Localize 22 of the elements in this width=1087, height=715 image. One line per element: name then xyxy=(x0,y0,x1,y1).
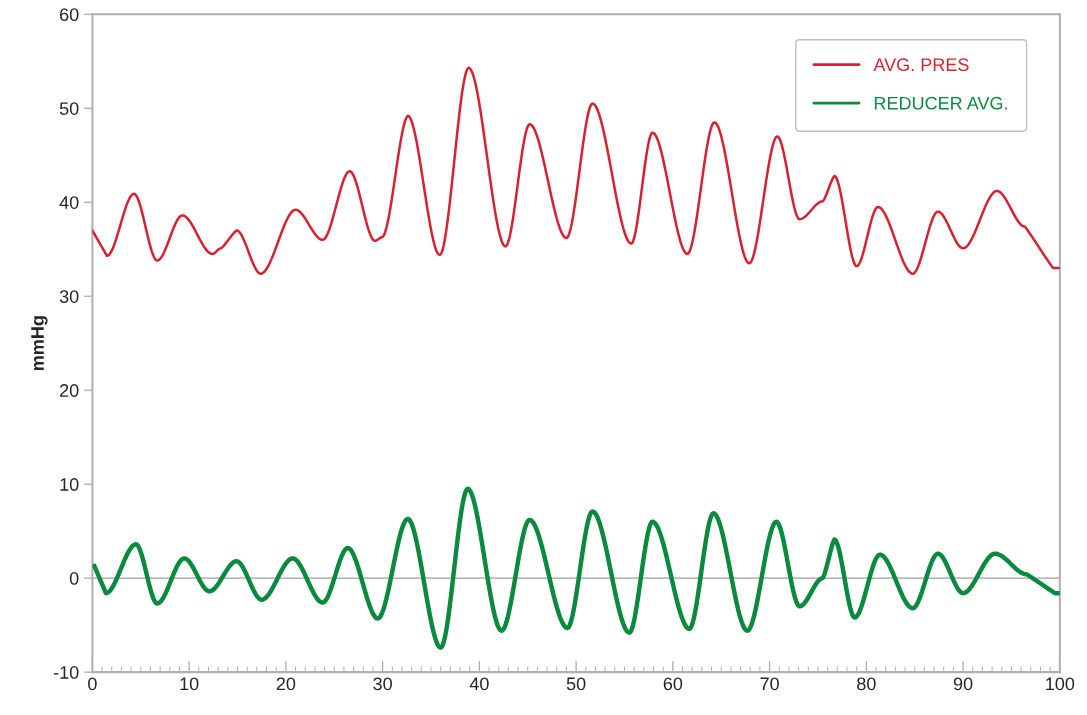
x-tick-label: 0 xyxy=(88,677,97,691)
y-tick-label: 50 xyxy=(59,102,79,115)
x-tick-label: 20 xyxy=(276,677,296,691)
x-tick-label: 90 xyxy=(953,677,973,691)
y-tick-label: 40 xyxy=(59,196,79,209)
legend-label: AVG. PRES xyxy=(873,58,969,72)
y-tick-label: 30 xyxy=(59,290,79,303)
y-tick-label: 20 xyxy=(60,384,79,397)
x-tick-label: 40 xyxy=(469,677,489,691)
x-tick-label: 80 xyxy=(857,677,876,691)
x-tick-label: 50 xyxy=(566,677,586,691)
x-tick-label: 30 xyxy=(373,677,392,691)
x-tick-label: 60 xyxy=(663,677,683,691)
y-tick-label: -10 xyxy=(53,666,79,679)
y-tick-label: 10 xyxy=(60,478,79,491)
x-tick-label: 10 xyxy=(180,677,199,691)
y-axis-title: mmHg xyxy=(31,316,48,371)
y-tick-label: 0 xyxy=(69,572,79,585)
legend-label: REDUCER AVG. xyxy=(874,96,1007,110)
x-tick-label: 100 xyxy=(1046,677,1075,691)
x-tick-label: 70 xyxy=(760,677,779,691)
y-tick-label: 60 xyxy=(60,8,79,22)
